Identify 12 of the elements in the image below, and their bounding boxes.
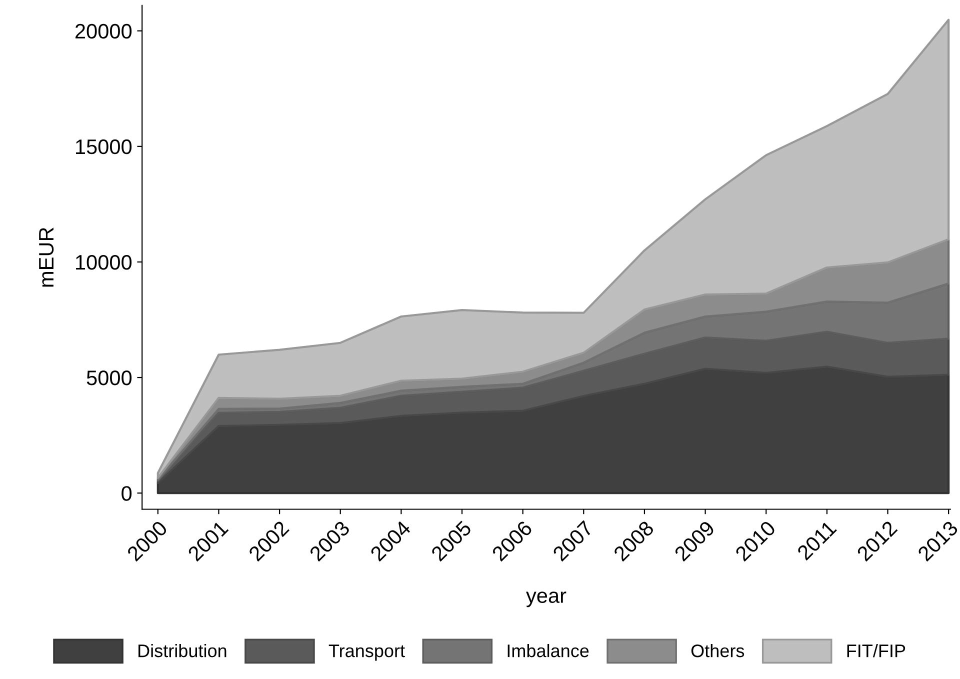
y-tick-label: 20000 [75, 24, 132, 39]
y-tick-label: 10000 [76, 254, 132, 270]
y-tick-label: 0 [122, 486, 132, 501]
legend-label: Transport [328, 644, 405, 661]
legend-label: Imbalance [508, 644, 589, 658]
y-tick-label: 5000 [86, 370, 132, 386]
legend-label: Distribution [138, 644, 226, 658]
x-axis-title: year [526, 592, 566, 608]
legend-label: Others [691, 644, 744, 658]
legend-label: FIT/FIP [847, 644, 906, 658]
y-tick-label: 15000 [76, 139, 132, 154]
y-axis-title: mEUR [39, 228, 54, 287]
